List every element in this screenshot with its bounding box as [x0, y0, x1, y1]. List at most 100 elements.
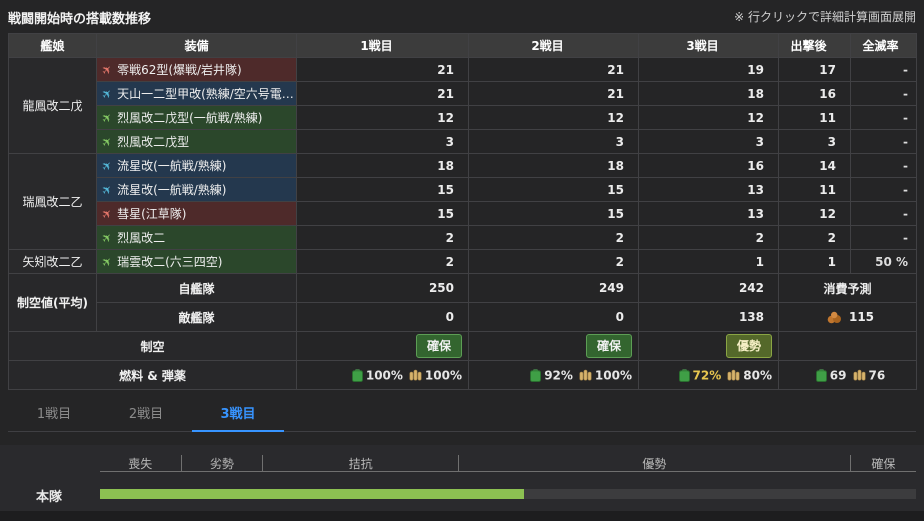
column-header-after-sortie: 出撃後 — [778, 33, 851, 58]
equipment-row[interactable]: ✈ 彗星(江草隊) 15 15 13 12 - — [9, 201, 917, 226]
slot-count-after: 1 — [778, 249, 851, 274]
tab-battle-1[interactable]: 1戦目 — [36, 407, 72, 422]
slot-count-b1: 12 — [296, 105, 469, 130]
fuel-icon — [530, 369, 542, 382]
equipment-name: 天山一二型甲改(熟練/空六号電… — [117, 87, 294, 101]
gauge-segment-supremacy: 確保 — [851, 455, 916, 471]
equipment-row[interactable]: ✈ 烈風改二戊型 3 3 3 3 - — [9, 129, 917, 154]
supply-row: 燃料 & 弾薬 100% 100% 92% 100% 72% 80% 69 76 — [8, 360, 917, 390]
gauge-segment-label: 劣勢 — [209, 457, 234, 471]
ammo-percent: 80% — [743, 368, 772, 383]
column-header-battle3: 3戦目 — [638, 33, 779, 58]
gauge-scale: 喪失 劣勢 拮抗 優勢 確保 — [100, 455, 916, 472]
equipment-row[interactable]: 瑞鳳改二乙 ✈ 流星改(一航戦/熟練) 18 18 16 14 - — [8, 153, 917, 250]
consumption-forecast-label: 消費予測 — [778, 273, 917, 303]
slot-count-after: 12 — [778, 201, 851, 226]
own-fleet-label: 自艦隊 — [96, 273, 297, 303]
enemy-fleet-air-power-row: 敵艦隊 0 0 138 115 — [9, 302, 917, 332]
slot-count-after: 17 — [778, 57, 851, 82]
supply-label: 燃料 & 弾薬 — [8, 360, 297, 390]
annihilation-rate-value: - — [850, 81, 917, 106]
gauge-segment-annihilated: 喪失 — [100, 455, 182, 471]
fighter-plane-icon: ✈ — [98, 108, 116, 127]
ammo-percent: 100% — [594, 368, 632, 383]
ammo-icon — [409, 369, 422, 381]
slot-count-b3: 12 — [638, 105, 779, 130]
gauge-segment-parity: 拮抗 — [263, 455, 460, 471]
slot-count-b2: 2 — [468, 249, 639, 274]
enemy-air-b3: 138 — [638, 302, 779, 332]
equipment-name: 流星改(一航戦/熟練) — [117, 159, 227, 173]
slot-count-table: 艦娘 装備 1戦目 2戦目 3戦目 出撃後 全滅率 龍鳳改二戊 ✈ 零戦62型(爆… — [8, 33, 917, 390]
own-air-b2: 249 — [468, 273, 639, 303]
annihilation-rate-value: - — [850, 129, 917, 154]
equipment-row[interactable]: 龍鳳改二戊 ✈ 零戦62型(爆戦/岩井隊) 21 21 19 17 - — [8, 57, 917, 154]
supply-cell-b1: 100% 100% — [296, 360, 469, 390]
gauge-bar — [100, 489, 916, 499]
ammo-icon — [579, 369, 592, 381]
gauge-bar-fill — [100, 489, 525, 499]
bauxite-amount: 115 — [848, 310, 875, 325]
fuel-percent: 92% — [544, 368, 573, 383]
annihilation-rate-value: - — [850, 225, 917, 250]
equipment-row[interactable]: 矢矧改二乙 ✈ 瑞雲改二(六三四空) 2 2 1 1 50 % — [8, 249, 917, 274]
slot-count-after: 11 — [778, 105, 851, 130]
equipment-name: 烈風改二戊型(一航戦/熟練) — [117, 111, 263, 125]
slot-count-b2: 21 — [468, 81, 639, 106]
column-header-battle2: 2戦目 — [468, 33, 639, 58]
slot-count-b2: 15 — [468, 201, 639, 226]
equipment-row[interactable]: ✈ 烈風改二戊型(一航戦/熟練) 12 12 12 11 - — [9, 105, 917, 130]
equipment-cell: ✈ 烈風改二 — [96, 225, 297, 250]
equipment-cell: ✈ 瑞雲改二(六三四空) — [96, 249, 297, 274]
gauge-segment-label: 喪失 — [128, 457, 153, 471]
slot-count-b3: 2 — [638, 225, 779, 250]
equipment-cell: ✈ 彗星(江草隊) — [96, 201, 297, 226]
annihilation-rate-value: - — [850, 57, 917, 82]
air-state-gauge-panel: 喪失 劣勢 拮抗 優勢 確保 本隊 — [0, 445, 924, 517]
annihilation-rate-value: - — [850, 153, 917, 178]
column-header-ship: 艦娘 — [8, 33, 97, 58]
equipment-cell: ✈ 流星改(一航戦/熟練) — [96, 177, 297, 202]
slot-count-after: 2 — [778, 225, 851, 250]
equipment-row[interactable]: ✈ 烈風改二 2 2 2 2 - — [9, 225, 917, 250]
slot-count-b1: 21 — [296, 57, 469, 82]
attacker-plane-icon: ✈ — [98, 84, 116, 103]
equipment-cell: ✈ 烈風改二戊型(一航戦/熟練) — [96, 105, 297, 130]
ammo-icon — [727, 369, 740, 381]
enemy-air-b1: 0 — [296, 302, 469, 332]
equipment-row[interactable]: ✈ 流星改(一航戦/熟練) 15 15 13 11 - — [9, 177, 917, 202]
air-state-cell-b3: 優勢 — [638, 331, 779, 361]
fighter-plane-icon: ✈ — [98, 228, 116, 247]
slot-count-b1: 2 — [296, 249, 469, 274]
slot-count-b1: 15 — [296, 201, 469, 226]
attacker-plane-icon: ✈ — [98, 156, 116, 175]
gauge-bar-row: 本隊 — [8, 489, 916, 505]
slot-count-b1: 18 — [296, 153, 469, 178]
column-header-battle1: 1戦目 — [296, 33, 469, 58]
supply-cell-b3: 72% 80% — [638, 360, 779, 390]
fuel-icon — [351, 369, 363, 382]
fuel-percent: 72% — [692, 368, 722, 383]
tab-battle-3[interactable]: 3戦目 — [192, 396, 284, 432]
equipment-cell: ✈ 烈風改二戊型 — [96, 129, 297, 154]
air-state-badge-b1: 確保 — [415, 334, 462, 358]
fuel-remaining: 69 — [829, 368, 847, 383]
air-state-badge-b3: 優勢 — [725, 334, 772, 358]
equipment-cell: ✈ 天山一二型甲改(熟練/空六号電… — [96, 81, 297, 106]
air-state-empty-cell — [778, 331, 917, 361]
equipment-row[interactable]: ✈ 天山一二型甲改(熟練/空六号電… 21 21 18 16 - — [9, 81, 917, 106]
slot-count-b3: 3 — [638, 129, 779, 154]
slot-count-b2: 12 — [468, 105, 639, 130]
slot-count-b3: 13 — [638, 177, 779, 202]
slot-count-b2: 2 — [468, 225, 639, 250]
ship-name-cell: 瑞鳳改二乙 — [8, 153, 97, 250]
bauxite-icon — [827, 311, 841, 324]
equipment-cell: ✈ 流星改(一航戦/熟練) — [96, 153, 297, 178]
own-fleet-air-power-row: 制空値(平均) 自艦隊 250 249 242 消費予測 — [8, 273, 917, 332]
fuel-icon — [815, 369, 827, 382]
own-air-b3: 242 — [638, 273, 779, 303]
tab-battle-2[interactable]: 2戦目 — [128, 407, 164, 422]
fuel-icon — [678, 369, 690, 382]
fuel-percent: 100% — [365, 368, 403, 383]
slot-count-b3: 1 — [638, 249, 779, 274]
